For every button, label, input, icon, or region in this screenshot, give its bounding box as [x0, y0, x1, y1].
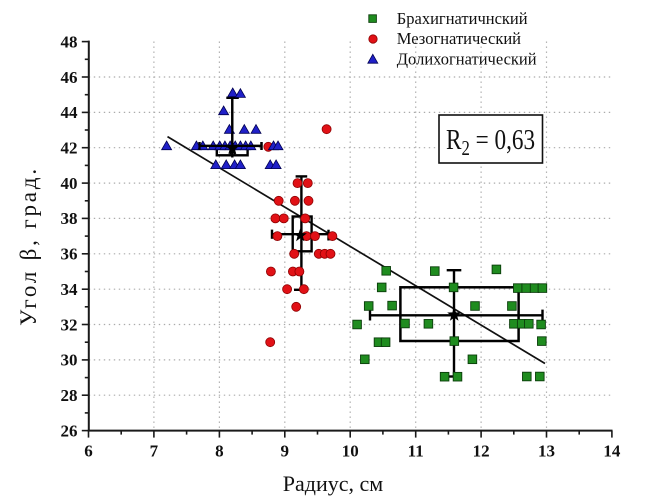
svg-text:9: 9 — [281, 442, 290, 461]
svg-text:46: 46 — [61, 68, 78, 87]
svg-text:7: 7 — [150, 442, 159, 461]
svg-text:14: 14 — [603, 442, 621, 461]
svg-text:34: 34 — [61, 280, 79, 299]
svg-text:12: 12 — [473, 442, 490, 461]
svg-text:30: 30 — [61, 351, 78, 370]
svg-text:13: 13 — [538, 442, 555, 461]
svg-text:Угол β, град.: Угол β, град. — [16, 166, 41, 326]
svg-text:Долихогнатический: Долихогнатический — [397, 50, 537, 69]
svg-text:10: 10 — [342, 442, 359, 461]
svg-text:11: 11 — [408, 442, 424, 461]
svg-text:Брахигнатичнский: Брахигнатичнский — [397, 9, 528, 28]
svg-text:38: 38 — [61, 209, 78, 228]
svg-text:42: 42 — [61, 139, 78, 158]
svg-text:40: 40 — [61, 174, 78, 193]
svg-text:36: 36 — [61, 245, 78, 264]
svg-text:6: 6 — [84, 442, 93, 461]
svg-text:Мезогнатический: Мезогнатический — [397, 29, 521, 48]
svg-text:26: 26 — [61, 421, 78, 440]
svg-text:Радиус, см: Радиус, см — [283, 471, 383, 496]
svg-text:44: 44 — [61, 103, 79, 122]
svg-text:28: 28 — [61, 386, 78, 405]
svg-text:48: 48 — [61, 32, 78, 51]
svg-text:R2 = 0,63: R2 = 0,63 — [446, 123, 535, 160]
svg-text:32: 32 — [61, 315, 78, 334]
svg-text:8: 8 — [215, 442, 224, 461]
